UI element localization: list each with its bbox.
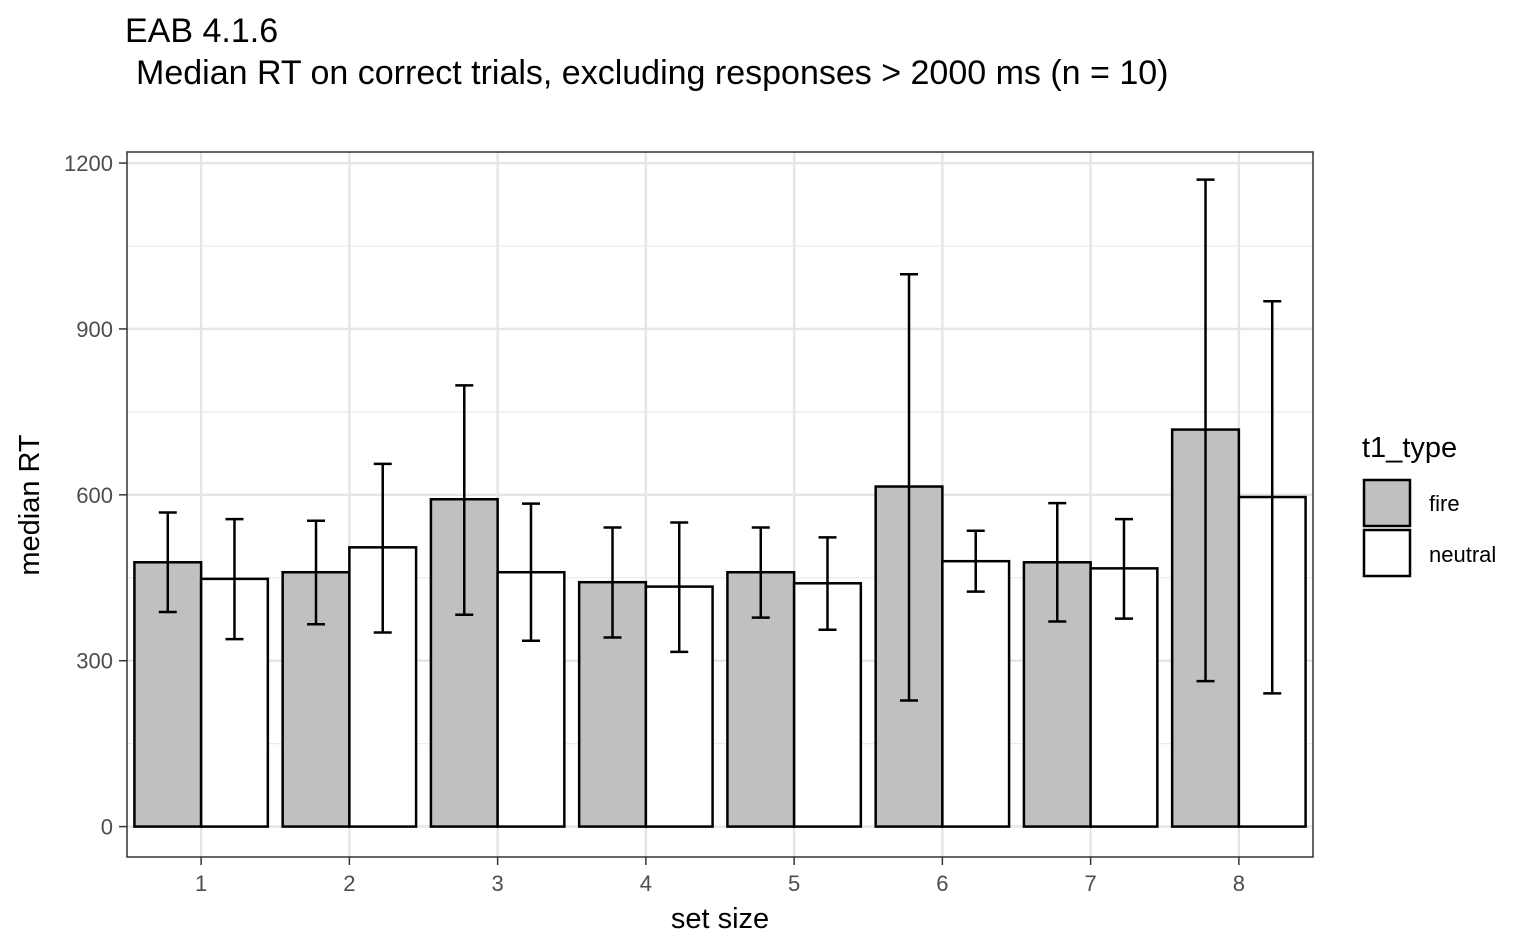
chart-subtitle: Median RT on correct trials, excluding r… [136,54,1168,92]
y-tick-label: 300 [76,649,113,674]
x-tick-label: 2 [343,871,355,896]
y-tick-label: 1200 [64,151,113,176]
y-tick-label: 900 [76,317,113,342]
legend-key-neutral [1362,528,1412,578]
bar-neutral-6 [941,559,1011,828]
legend-title: t1_type [1362,432,1457,464]
legend: t1_type fire neutral [1362,432,1496,578]
x-tick-label: 4 [640,871,652,896]
x-tick-label: 6 [936,871,948,896]
y-tick-label: 600 [76,483,113,508]
y-axis: 0 300 600 900 1200 [64,151,127,840]
x-axis-title: set size [671,903,769,935]
x-tick-label: 1 [195,871,207,896]
y-tick-label: 0 [101,815,113,840]
legend-label-neutral: neutral [1429,542,1496,567]
x-axis: 1 2 3 4 5 6 7 8 [195,857,1245,896]
chart-title: EAB 4.1.6 [125,12,278,50]
error-bars [158,178,1282,702]
x-tick-label: 7 [1085,871,1097,896]
x-tick-label: 3 [492,871,504,896]
plot-border [126,151,1314,858]
legend-key-fire [1362,478,1412,528]
x-tick-label: 5 [788,871,800,896]
x-tick-label: 8 [1233,871,1245,896]
y-axis-title: median RT [14,434,46,576]
legend-label-fire: fire [1429,491,1460,516]
